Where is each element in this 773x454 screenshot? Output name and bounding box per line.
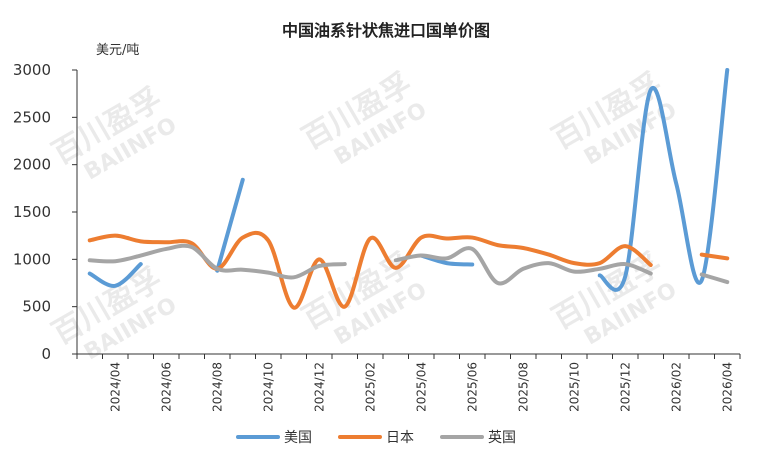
x-tick-label: 2025/04 [414, 362, 428, 412]
axes: 0 500 1000 1500 2000 2500 3000 2024/04 2024/06 20… [13, 61, 741, 412]
series-2 [87, 243, 730, 286]
series-line [597, 68, 730, 292]
series-layer [87, 68, 730, 310]
legend-item: 美国 [236, 430, 312, 446]
series-line [87, 262, 143, 288]
series-1 [87, 230, 730, 310]
chart-title: 中国油系针状焦进口国单价图 [282, 21, 490, 40]
x-tick-label: 2025/12 [618, 362, 632, 412]
series-line [393, 246, 653, 286]
y-tick-label: 1500 [13, 203, 51, 221]
y-tick-label: 2000 [13, 156, 51, 174]
x-tick-label: 2024/12 [312, 362, 326, 412]
x-tick-label: 2026/02 [669, 362, 683, 412]
y-tick-label: 2500 [13, 108, 51, 126]
x-tick-label: 2024/06 [159, 362, 173, 412]
legend-item: 英国 [440, 429, 516, 446]
y-tick-label: 0 [41, 345, 51, 363]
y-axis-unit-label: 美元/吨 [96, 43, 139, 58]
legend-label: 美国 [284, 430, 312, 446]
series-line [699, 252, 730, 261]
series-line [215, 177, 245, 273]
legend-label: 日本 [386, 430, 414, 446]
series-line [87, 230, 653, 310]
x-tick-label: 2025/08 [516, 362, 530, 412]
x-tick-label: 2024/04 [108, 362, 122, 412]
x-tick-label: 2025/06 [465, 362, 479, 412]
x-tick-label: 2026/04 [720, 362, 734, 412]
legend: 美国 日本 英国 [236, 429, 516, 446]
legend-item: 日本 [338, 430, 414, 446]
x-tick-label: 2024/08 [210, 362, 224, 412]
y-tick-label: 1000 [13, 250, 51, 268]
y-tick-label: 500 [22, 298, 51, 316]
legend-label: 英国 [488, 429, 516, 446]
x-tick-label: 2025/10 [567, 362, 581, 412]
y-tick-label: 3000 [13, 61, 51, 79]
series-line [699, 272, 730, 285]
x-tick-label: 2024/10 [261, 362, 275, 412]
series-line [87, 243, 347, 280]
x-tick-label: 2025/02 [363, 362, 377, 412]
